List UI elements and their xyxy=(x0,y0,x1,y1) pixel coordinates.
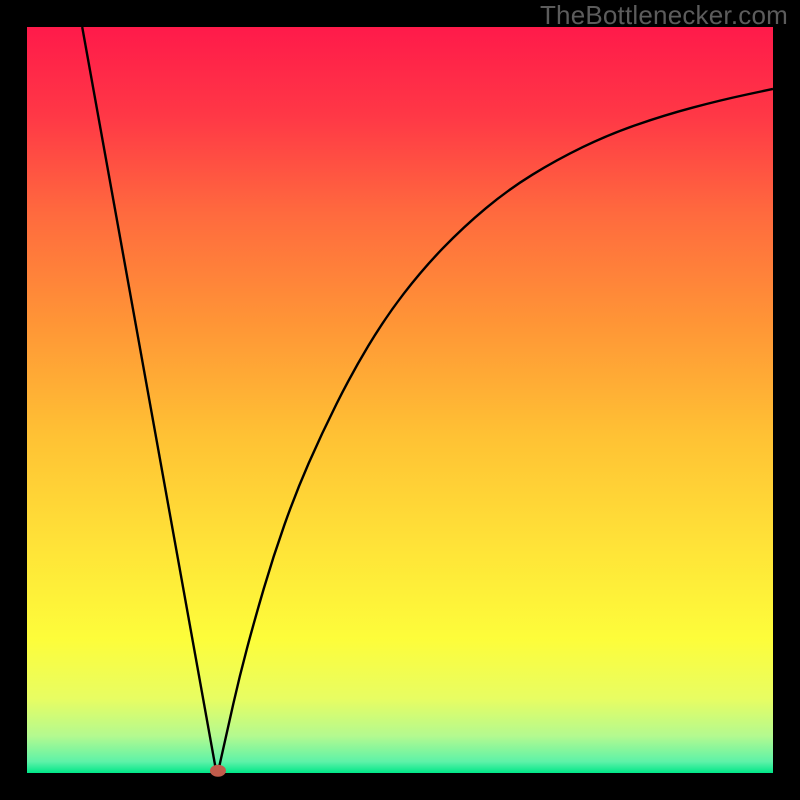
chart-frame: TheBottlenecker.com xyxy=(0,0,800,800)
minimum-marker xyxy=(210,765,226,777)
watermark-label: TheBottlenecker.com xyxy=(540,0,788,31)
bottleneck-chart xyxy=(0,0,800,800)
gradient-background xyxy=(27,27,773,773)
